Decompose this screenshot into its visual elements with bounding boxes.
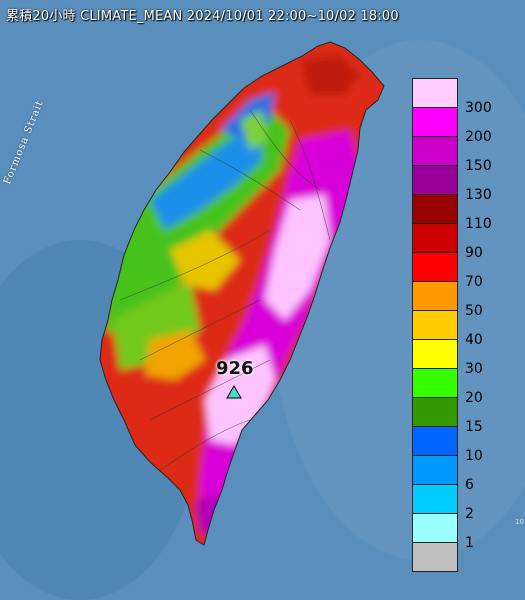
legend-swatch bbox=[413, 108, 457, 137]
legend-level-label: 110 bbox=[465, 216, 492, 232]
legend-level-label: 20 bbox=[465, 390, 483, 406]
triangle-marker-icon bbox=[226, 385, 242, 399]
edge-label: 10 bbox=[515, 518, 524, 526]
legend-swatch bbox=[413, 456, 457, 485]
legend-level-label: 30 bbox=[465, 361, 483, 377]
legend-swatch bbox=[413, 485, 457, 514]
legend-swatch bbox=[413, 427, 457, 456]
legend-level-label: 6 bbox=[465, 477, 474, 493]
map-title: 累積20小時 CLIMATE_MEAN 2024/10/01 22:00~10/… bbox=[6, 9, 399, 24]
legend-level-label: 15 bbox=[465, 419, 483, 435]
legend-swatch bbox=[413, 253, 457, 282]
legend-swatch bbox=[413, 79, 457, 108]
legend-swatch bbox=[413, 137, 457, 166]
legend-swatch bbox=[413, 514, 457, 543]
legend-swatch bbox=[413, 398, 457, 427]
legend-swatch bbox=[413, 282, 457, 311]
legend-level-label: 70 bbox=[465, 274, 483, 290]
legend-level-label: 90 bbox=[465, 245, 483, 261]
legend-level-label: 1 bbox=[465, 535, 474, 551]
legend-swatch bbox=[413, 543, 457, 572]
legend-swatch bbox=[413, 224, 457, 253]
legend-level-label: 2 bbox=[465, 506, 474, 522]
legend-level-label: 200 bbox=[465, 129, 492, 145]
legend-swatch bbox=[413, 311, 457, 340]
legend-swatch bbox=[413, 166, 457, 195]
legend-swatch bbox=[413, 340, 457, 369]
legend-swatch bbox=[413, 195, 457, 224]
legend-level-label: 300 bbox=[465, 100, 492, 116]
legend-level-label: 130 bbox=[465, 187, 492, 203]
legend-level-label: 50 bbox=[465, 303, 483, 319]
peak-rainfall-value: 926 bbox=[216, 358, 254, 379]
legend-swatch bbox=[413, 369, 457, 398]
legend-level-label: 10 bbox=[465, 448, 483, 464]
legend-level-label: 150 bbox=[465, 158, 492, 174]
legend-level-label: 40 bbox=[465, 332, 483, 348]
rainfall-legend bbox=[412, 78, 458, 572]
